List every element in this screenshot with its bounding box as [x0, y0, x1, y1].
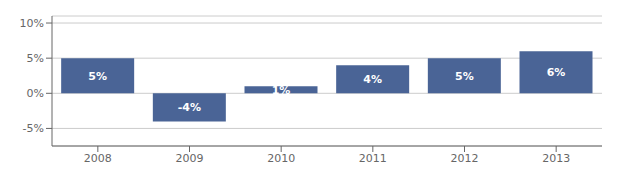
svg-text:5%: 5%: [27, 52, 44, 65]
svg-text:2013: 2013: [542, 152, 570, 165]
svg-text:0%: 0%: [27, 87, 44, 100]
svg-text:-5%: -5%: [23, 122, 44, 135]
svg-text:5%: 5%: [455, 70, 474, 83]
svg-text:5%: 5%: [88, 70, 107, 83]
svg-text:1%: 1%: [272, 84, 291, 97]
svg-text:2008: 2008: [84, 152, 112, 165]
svg-text:2010: 2010: [267, 152, 295, 165]
svg-text:2011: 2011: [359, 152, 387, 165]
svg-text:4%: 4%: [363, 73, 382, 86]
svg-text:-4%: -4%: [178, 101, 201, 114]
svg-text:2009: 2009: [176, 152, 204, 165]
svg-text:2012: 2012: [451, 152, 479, 165]
svg-text:6%: 6%: [547, 66, 566, 79]
svg-text:10%: 10%: [20, 17, 44, 30]
